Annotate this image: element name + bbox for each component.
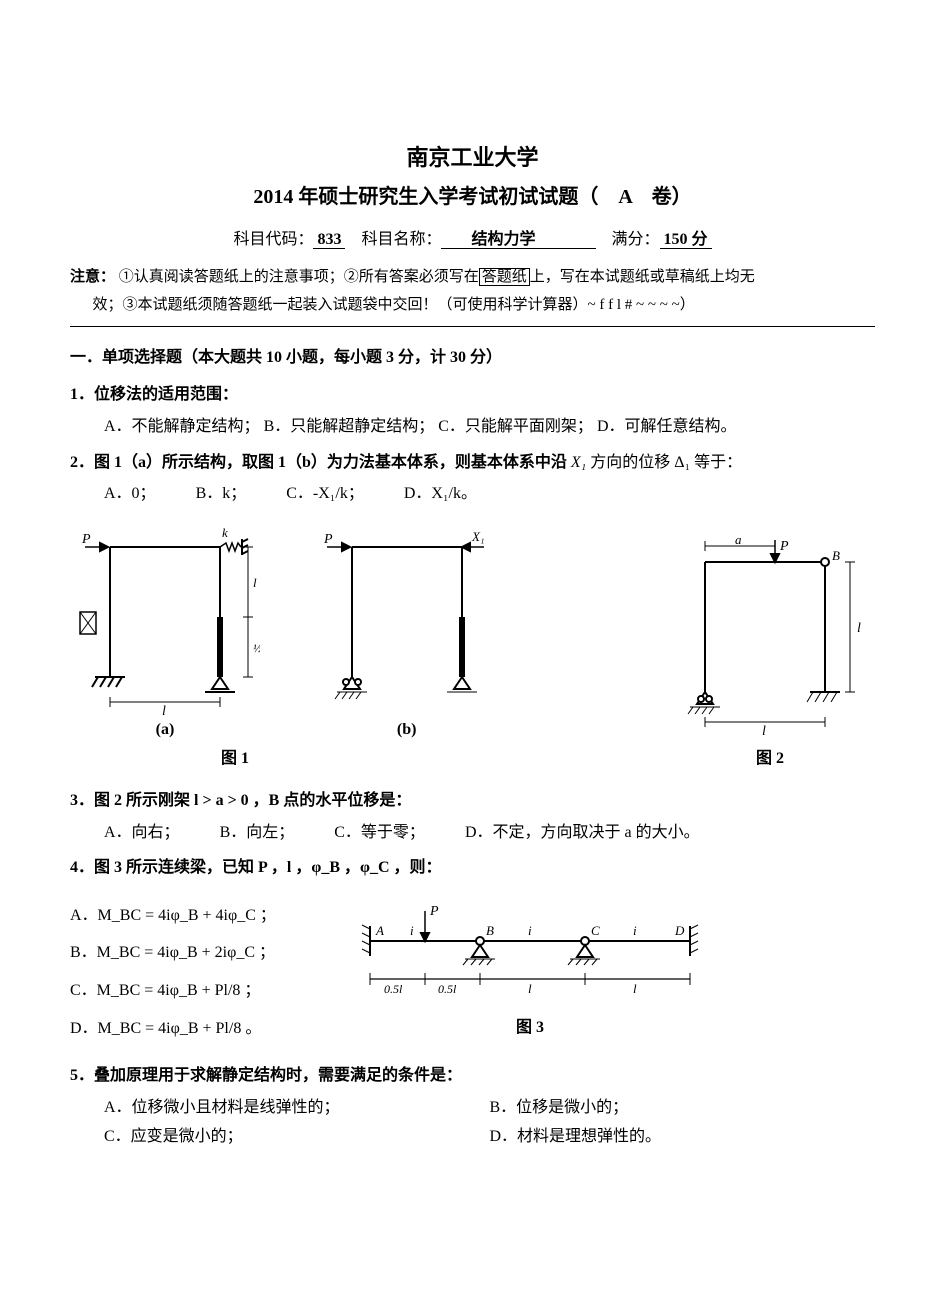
fig3-Bn: B bbox=[486, 923, 494, 938]
fig1b-svg: P X₁ bbox=[312, 517, 502, 717]
figure-row: P k l l ½l (a) bbox=[70, 517, 875, 743]
notice-2: 效；③本试题纸须随答题纸一起装入试题袋中交回！（可使用科学计算器）~ f f l… bbox=[93, 297, 695, 313]
fig3-A: A bbox=[375, 923, 384, 938]
question-5: 5．叠加原理用于求解静定结构时，需要满足的条件是： A．位移微小且材料是线弹性的… bbox=[70, 1063, 875, 1150]
q5-stem: 5．叠加原理用于求解静定结构时，需要满足的条件是： bbox=[70, 1067, 462, 1084]
q3-stem: 3．图 2 所示刚架 l > a > 0 ，B 点的水平位移是： bbox=[70, 792, 411, 809]
fig3-d4: l bbox=[633, 981, 637, 996]
fig3-i2: i bbox=[528, 923, 532, 938]
q4-opt-d: D．M_BC = 4iφ_B + Pl/8 。 bbox=[70, 1016, 320, 1042]
fig1b-P: P bbox=[323, 532, 333, 547]
q2-stem-a: 2．图 1（a）所示结构，取图 1（b）为力法基本体系，则基本体系中沿 bbox=[70, 454, 571, 471]
question-3: 3．图 2 所示刚架 l > a > 0 ，B 点的水平位移是： A．向右； B… bbox=[70, 788, 875, 845]
q3-opt-a: A．向右； bbox=[104, 820, 180, 846]
fig3-d2: 0.5l bbox=[438, 982, 457, 996]
subject-code-label: 科目代码： bbox=[233, 231, 313, 248]
fig3-d3: l bbox=[528, 981, 532, 996]
fig3-i3: i bbox=[633, 923, 637, 938]
fig2-a: a bbox=[735, 532, 742, 547]
fig1a-sub: (a) bbox=[70, 717, 260, 743]
figure-1b: P X₁ (b) bbox=[312, 517, 502, 743]
q4-opt-c: C．M_BC = 4iφ_B + Pl/8 ； bbox=[70, 978, 320, 1004]
fig1-caption: 图 1 bbox=[70, 746, 400, 772]
q3-opt-d: D．不定，方向取决于 a 的大小。 bbox=[465, 820, 700, 846]
q1-opt-c: C．只能解平面刚架； bbox=[438, 418, 593, 435]
fig1a-lu: l bbox=[253, 575, 257, 590]
q1-opt-b: B．只能解超静定结构； bbox=[264, 418, 435, 435]
fig1a-k: k bbox=[222, 525, 228, 540]
q2-opt-a: A．0； bbox=[104, 481, 156, 507]
figure-3: A i B i C i D P 0.5l 0.5l l l 图 3 bbox=[340, 891, 720, 1041]
fig2-svg: a P B l l bbox=[665, 532, 875, 742]
fig1b-X1: X₁ bbox=[471, 529, 484, 544]
q5-opt-b: B．位移是微小的； bbox=[490, 1095, 876, 1121]
fig2-caption: 图 2 bbox=[665, 746, 875, 772]
q2-stem-b: 方向的位移 Δ₁ 等于： bbox=[586, 454, 742, 471]
question-2: 2．图 1（a）所示结构，取图 1（b）为力法基本体系，则基本体系中沿 X₁ 方… bbox=[70, 450, 875, 507]
meta-line: 科目代码：833 科目名称：结构力学 满分：150 分 bbox=[70, 227, 875, 253]
subject-name-label: 科目名称： bbox=[361, 231, 441, 248]
q1-opt-a: A．不能解静定结构； bbox=[104, 418, 260, 435]
fig1b-sub: (b) bbox=[312, 717, 502, 743]
question-4: 4．图 3 所示连续梁，已知 P ，l ，φ_B ，φ_C ，则： A．M_BC… bbox=[70, 855, 875, 1053]
fig2-P: P bbox=[779, 539, 789, 554]
q3-options: A．向右； B．向左； C．等于零； D．不定，方向取决于 a 的大小。 bbox=[104, 820, 875, 846]
q5-opt-d: D．材料是理想弹性的。 bbox=[490, 1124, 876, 1150]
q2-x1: X₁ bbox=[571, 454, 586, 471]
q2-opt-c: C．-X₁/k； bbox=[286, 481, 364, 507]
full-marks-label: 满分： bbox=[612, 231, 660, 248]
fig2-B: B bbox=[832, 548, 840, 563]
page: 南京工业大学 2014 年硕士研究生入学考试初试试题（ A 卷） 科目代码：83… bbox=[0, 0, 945, 1200]
q5-opt-c: C．应变是微小的； bbox=[104, 1124, 490, 1150]
notice-1a: ①认真阅读答题纸上的注意事项；②所有答案必须写在 bbox=[119, 269, 479, 285]
q4-stem: 4．图 3 所示连续梁，已知 P ，l ，φ_B ，φ_C ，则： bbox=[70, 859, 442, 876]
fig3-Cn: C bbox=[591, 923, 600, 938]
q5-options: A．位移微小且材料是线弹性的； B．位移是微小的； C．应变是微小的； D．材料… bbox=[104, 1095, 875, 1150]
q2-opt-d: D．X₁/k。 bbox=[404, 481, 477, 507]
fig1a-l: l bbox=[162, 704, 166, 717]
subject-name: 结构力学 bbox=[441, 231, 595, 249]
q3-opt-b: B．向左； bbox=[220, 820, 295, 846]
q2-opt-b: B．k； bbox=[196, 481, 247, 507]
q4-opt-b: B．M_BC = 4iφ_B + 2iφ_C ； bbox=[70, 940, 320, 966]
q4-opt-a: A．M_BC = 4iφ_B + 4iφ_C ； bbox=[70, 903, 320, 929]
q1-opt-d: D．可解任意结构。 bbox=[597, 418, 737, 435]
q3-opt-c: C．等于零； bbox=[334, 820, 425, 846]
section-1-head: 一．单项选择题（本大题共 10 小题，每小题 3 分，计 30 分） bbox=[70, 345, 875, 371]
fig3-caption: 图 3 bbox=[340, 1015, 720, 1041]
fig3-Dn: D bbox=[674, 923, 685, 938]
notice-label: 注意： bbox=[70, 269, 115, 285]
fig3-d1: 0.5l bbox=[384, 982, 403, 996]
fig2-l: l bbox=[762, 724, 766, 739]
figure-2: a P B l l bbox=[665, 532, 875, 742]
fig1a-P: P bbox=[81, 532, 91, 547]
q5-opt-a: A．位移微小且材料是线弹性的； bbox=[104, 1095, 490, 1121]
full-marks: 150 分 bbox=[660, 231, 712, 249]
fig2-h: l bbox=[857, 621, 861, 636]
figure-1a: P k l l ½l (a) bbox=[70, 517, 260, 743]
q4-options: A．M_BC = 4iφ_B + 4iφ_C ； B．M_BC = 4iφ_B … bbox=[70, 891, 320, 1053]
q1-stem: 1．位移法的适用范围： bbox=[70, 386, 238, 403]
notice: 注意： ①认真阅读答题纸上的注意事项；②所有答案必须写在答题纸上，写在本试题纸或… bbox=[70, 263, 875, 320]
university-title: 南京工业大学 bbox=[70, 140, 875, 175]
subject-code: 833 bbox=[313, 231, 345, 249]
fig1a-ll: ½l bbox=[253, 641, 260, 655]
exam-title: 2014 年硕士研究生入学考试初试试题（ A 卷） bbox=[70, 181, 875, 213]
fig3-svg: A i B i C i D P 0.5l 0.5l l l bbox=[340, 891, 720, 1011]
question-1: 1．位移法的适用范围： A．不能解静定结构； B．只能解超静定结构； C．只能解… bbox=[70, 382, 875, 439]
fig1a-svg: P k l l ½l bbox=[70, 517, 260, 717]
divider bbox=[70, 326, 875, 327]
fig3-P: P bbox=[429, 904, 439, 919]
notice-1b: 上，写在本试题纸或草稿纸上均无 bbox=[530, 269, 755, 285]
notice-boxed: 答题纸 bbox=[479, 268, 530, 286]
fig3-i1: i bbox=[410, 923, 414, 938]
q1-options: A．不能解静定结构； B．只能解超静定结构； C．只能解平面刚架； D．可解任意… bbox=[104, 414, 875, 440]
q2-options: A．0； B．k； C．-X₁/k； D．X₁/k。 bbox=[104, 481, 875, 507]
